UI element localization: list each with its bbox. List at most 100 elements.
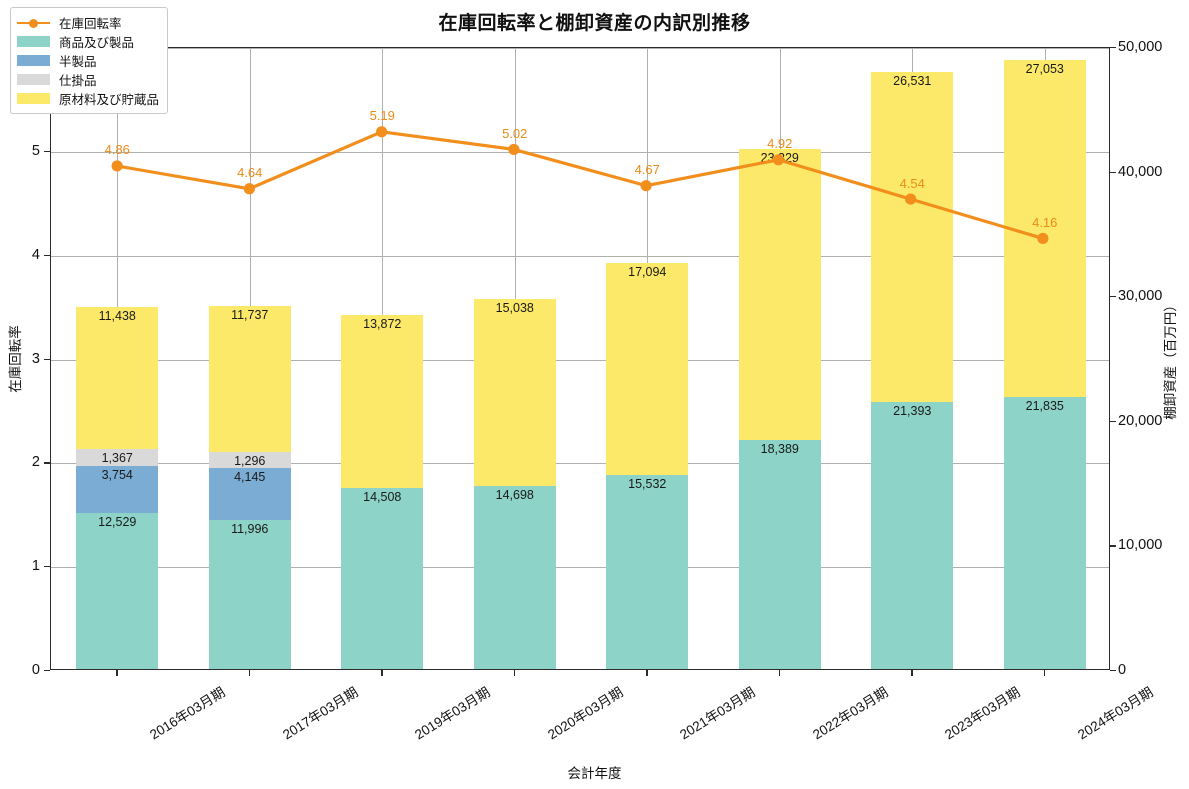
- y-axis-left-tick-label: 1: [31, 558, 40, 575]
- y-axis-left-tick-label: 3: [31, 350, 40, 367]
- chart-legend: 在庫回転率商品及び製品 半製品仕掛品原材料及び貯蔵品: [10, 7, 169, 114]
- legend-item[interactable]: 商品及び製品: [17, 32, 159, 51]
- y-axis-right-tick-mark: [1110, 670, 1116, 672]
- bar-segment[interactable]: 1,367: [76, 449, 159, 467]
- bar-segment[interactable]: 3,754: [76, 466, 159, 513]
- line-point-label: 5.02: [502, 125, 528, 141]
- stacked-bar[interactable]: 18,38923,329: [738, 149, 821, 669]
- bar-segment[interactable]: 15,532: [606, 475, 689, 669]
- stacked-bar[interactable]: 12,529 3,754 1,367 11,438: [76, 306, 159, 669]
- stacked-bar[interactable]: 14,698 15,038: [473, 298, 556, 669]
- line-marker[interactable]: [508, 143, 520, 156]
- stacked-bar[interactable]: 11,996 4,145 1,296 11,737: [208, 305, 291, 669]
- bar-segment-label: 11,438: [98, 308, 136, 323]
- bar-segment[interactable]: 11,737: [208, 305, 291, 452]
- x-axis-tick-label: 2019年03月期: [412, 684, 493, 743]
- stacked-bar[interactable]: 21,835 27,053: [1003, 59, 1086, 669]
- bar-segment-label: 15,038: [495, 300, 534, 315]
- legend-color-swatch: [17, 93, 50, 104]
- y-axis-left-tick-label: 0: [31, 662, 40, 678]
- line-marker[interactable]: [905, 193, 917, 205]
- bar-segment[interactable]: 4,145: [208, 467, 291, 520]
- gridline-horizontal: [51, 567, 1109, 569]
- legend-item-label: 商品及び製品: [59, 36, 135, 50]
- bar-segment[interactable]: 17,094: [606, 262, 689, 476]
- legend-item-label: 仕掛品: [59, 74, 97, 88]
- line-marker[interactable]: [376, 126, 388, 138]
- gridline-horizontal: [51, 359, 1109, 361]
- bar-segment-label: 14,508: [363, 490, 402, 505]
- line-path: [115, 130, 1045, 241]
- y-axis-left-tick-label: 2: [31, 454, 40, 471]
- y-axis-left-tick-label: 5: [31, 142, 40, 159]
- line-marker[interactable]: [111, 160, 123, 172]
- page-title: 在庫回転率と棚卸資産の内訳別推移: [438, 13, 751, 34]
- y-axis-left-tick-label: 4: [31, 246, 40, 263]
- y-axis-right-tick-mark: [1110, 545, 1116, 547]
- y-axis-right-title-text: 棚卸資産（百万円）: [1163, 297, 1178, 420]
- x-axis-tick-mark: [248, 670, 251, 676]
- bar-segment-label: 11,737: [231, 307, 269, 322]
- legend-item-label: 半製品: [59, 55, 97, 69]
- line-marker[interactable]: [243, 183, 255, 195]
- bar-segment[interactable]: 23,329: [738, 149, 821, 440]
- bar-segment-label: 13,872: [363, 317, 402, 332]
- x-axis-title: 会計年度: [567, 766, 622, 781]
- bar-segment[interactable]: 14,698: [473, 485, 556, 669]
- line-point-label: 4.67: [634, 162, 660, 178]
- line-point-label: 4.86: [104, 142, 130, 158]
- legend-line-marker-icon: [17, 17, 50, 28]
- line-marker[interactable]: [772, 154, 784, 166]
- bar-segment[interactable]: 21,393: [871, 402, 954, 669]
- bar-segment[interactable]: 14,508: [341, 488, 424, 669]
- y-axis-right-tick-mark: [1110, 171, 1116, 173]
- x-axis-tick-label: 2016年03月期: [147, 684, 228, 743]
- x-axis-tick-label: 2017年03月期: [279, 684, 361, 743]
- y-axis-right-tick-label: 50,000: [1118, 39, 1163, 55]
- x-axis-tick-mark: [1043, 670, 1046, 676]
- bar-segment[interactable]: 15,038: [473, 298, 556, 486]
- bar-segment-label: 15,532: [628, 477, 667, 492]
- legend-color-swatch: [17, 36, 50, 47]
- bar-segment[interactable]: 13,872: [341, 315, 424, 489]
- y-axis-right-tick-label: 40,000: [1118, 163, 1163, 180]
- x-axis-tick-mark: [116, 670, 118, 676]
- y-axis-left-tick-mark: [44, 462, 50, 464]
- x-axis-tick-label: 2020年03月期: [544, 684, 626, 743]
- x-axis-tick-label: 2024年03月期: [1074, 684, 1156, 743]
- stacked-bar[interactable]: 15,532 17,094: [606, 262, 689, 669]
- bar-segment[interactable]: 12,529: [76, 512, 159, 669]
- bar-segment[interactable]: 1,296: [208, 451, 291, 468]
- bar-segment-label: 17,094: [628, 264, 667, 279]
- line-point-label: 4.16: [1032, 215, 1058, 231]
- legend-item[interactable]: 在庫回転率: [17, 13, 159, 32]
- line-marker[interactable]: [1037, 232, 1049, 245]
- stacked-bar[interactable]: 14,508 13,872: [341, 315, 424, 669]
- y-axis-right-tick-mark: [1110, 47, 1116, 49]
- stacked-bar[interactable]: 21,393 26,531: [871, 71, 954, 669]
- line-point-label: 4.54: [899, 175, 925, 191]
- legend-item-label: 原材料及び貯蔵品: [59, 93, 160, 107]
- bar-segment[interactable]: 11,996: [208, 519, 291, 669]
- bar-segment-label: 12,529: [98, 514, 137, 529]
- line-point-label: 4.64: [237, 165, 263, 181]
- bar-segment-label: 3,754: [101, 468, 133, 483]
- bar-segment[interactable]: 26,531: [871, 71, 954, 403]
- legend-item[interactable]: 原材料及び貯蔵品: [17, 89, 159, 108]
- x-axis-tick-mark: [911, 670, 913, 676]
- bar-segment[interactable]: 27,053: [1003, 59, 1086, 397]
- bar-segment[interactable]: 18,389: [738, 439, 821, 669]
- legend-item[interactable]: 半製品: [17, 51, 159, 70]
- bar-segment[interactable]: 11,438: [76, 306, 159, 450]
- y-axis-right-tick-label: 20,000: [1118, 412, 1163, 429]
- legend-color-swatch: [17, 74, 50, 85]
- bar-segment-label: 4,145: [234, 469, 266, 484]
- line-marker[interactable]: [640, 180, 652, 192]
- legend-item-label: 在庫回転率: [59, 17, 122, 31]
- bar-segment-label: 14,698: [495, 487, 534, 502]
- legend-item[interactable]: 仕掛品: [17, 70, 159, 89]
- bar-segment-label: 1,296: [234, 453, 266, 468]
- bar-segment[interactable]: 21,835: [1003, 396, 1086, 669]
- x-axis-tick-mark: [381, 670, 383, 676]
- bar-segment-label: 21,393: [893, 404, 932, 419]
